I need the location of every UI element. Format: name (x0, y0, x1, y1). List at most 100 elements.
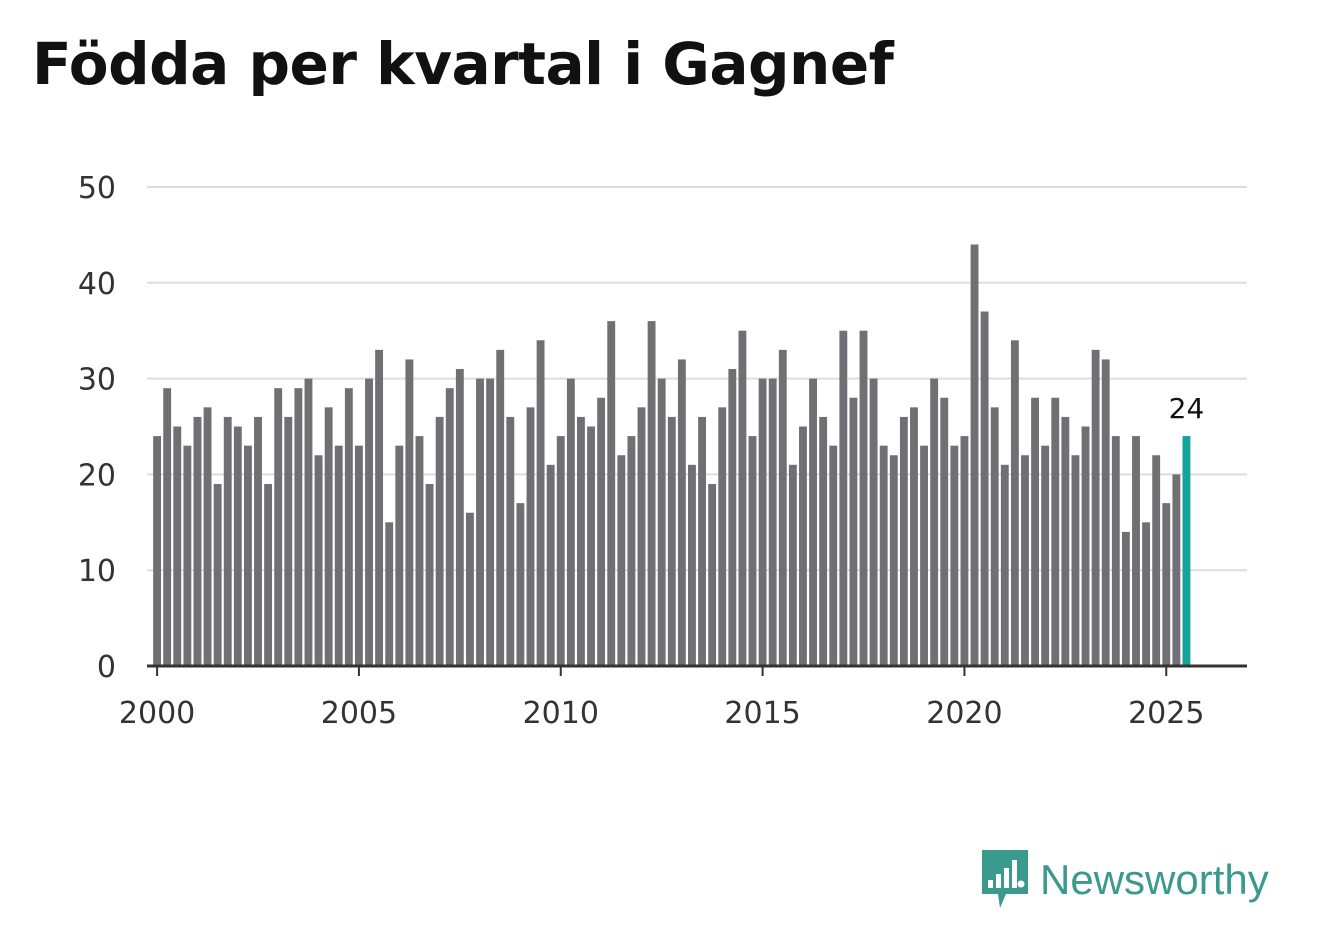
chart-title: Födda per kvartal i Gagnef (32, 30, 894, 98)
bar (435, 416, 444, 666)
bar (415, 436, 424, 666)
bar (829, 445, 838, 666)
bar (758, 378, 767, 666)
y-tick-label: 50 (78, 171, 116, 206)
bar (748, 436, 757, 666)
bar (566, 378, 575, 666)
bar (647, 321, 656, 666)
bar (1081, 426, 1090, 666)
x-tick-label: 2025 (1128, 696, 1204, 731)
y-tick-label: 0 (97, 650, 116, 685)
bar (1031, 397, 1040, 666)
x-tick-label: 2000 (119, 696, 195, 731)
bar (899, 416, 908, 666)
newsworthy-logo: Newsworthy (980, 850, 1269, 910)
bar (980, 311, 989, 666)
bar (577, 416, 585, 666)
bar (546, 464, 555, 666)
bar (304, 378, 313, 666)
bar (1101, 359, 1110, 666)
bar (344, 388, 353, 666)
bar (788, 464, 797, 666)
bar (990, 407, 999, 666)
bar (254, 416, 262, 666)
bar (768, 378, 777, 666)
bar (799, 426, 807, 666)
bar (819, 416, 828, 666)
bar (486, 378, 495, 666)
bar (950, 445, 959, 666)
bar (284, 416, 293, 666)
bar (183, 445, 192, 666)
bar (718, 407, 727, 666)
bar (1051, 397, 1060, 666)
bar (869, 378, 878, 666)
bar (163, 388, 172, 666)
y-tick-label: 40 (78, 267, 116, 302)
bar (395, 445, 404, 666)
bar (809, 378, 817, 666)
bar (597, 397, 606, 666)
bar (516, 503, 525, 666)
bar (203, 407, 212, 666)
bar (314, 455, 323, 666)
bar (910, 407, 918, 666)
bar (970, 244, 979, 667)
bar (445, 388, 454, 666)
y-tick-label: 30 (78, 363, 116, 398)
bar (698, 416, 706, 666)
bar (1041, 445, 1050, 666)
bar (1172, 474, 1181, 666)
bar (556, 436, 565, 666)
bar-latest (1182, 436, 1191, 666)
bar (587, 426, 595, 666)
bar (365, 378, 373, 666)
last-value-label: 24 (1169, 392, 1205, 425)
bar (778, 349, 787, 666)
bar (960, 436, 969, 666)
data-labels: 24 (1169, 392, 1205, 425)
bar (728, 369, 737, 666)
bar (849, 397, 858, 666)
bar (920, 445, 928, 666)
bar (385, 522, 394, 666)
bar (334, 445, 343, 666)
bar (688, 464, 696, 666)
bar (1000, 464, 1009, 666)
y-tick-label: 10 (78, 554, 116, 589)
bar (1071, 455, 1080, 666)
bar (173, 426, 182, 666)
bar (496, 349, 505, 666)
bar (425, 483, 434, 666)
bar (839, 330, 848, 666)
bar (213, 483, 222, 666)
bar (324, 407, 333, 666)
bar (930, 378, 939, 666)
bar (153, 436, 162, 666)
bar (1142, 522, 1151, 666)
bar (859, 330, 868, 666)
bar (193, 416, 202, 666)
y-tick-label: 20 (78, 458, 116, 493)
bar (526, 407, 535, 666)
bar (294, 388, 303, 666)
bar (1021, 455, 1029, 666)
bar (223, 416, 232, 666)
bar (1061, 416, 1070, 666)
bar (940, 397, 949, 666)
bar (405, 359, 414, 666)
bar (274, 388, 283, 666)
bar (617, 455, 626, 666)
bar (476, 378, 484, 666)
x-tick-label: 2010 (523, 696, 599, 731)
bar (637, 407, 646, 666)
x-tick-label: 2020 (926, 696, 1002, 731)
bar (243, 445, 252, 666)
bar (1152, 455, 1161, 666)
bar (233, 426, 242, 666)
bar (1121, 531, 1130, 666)
bar (738, 330, 747, 666)
bar (889, 455, 898, 666)
bar (1162, 503, 1171, 666)
